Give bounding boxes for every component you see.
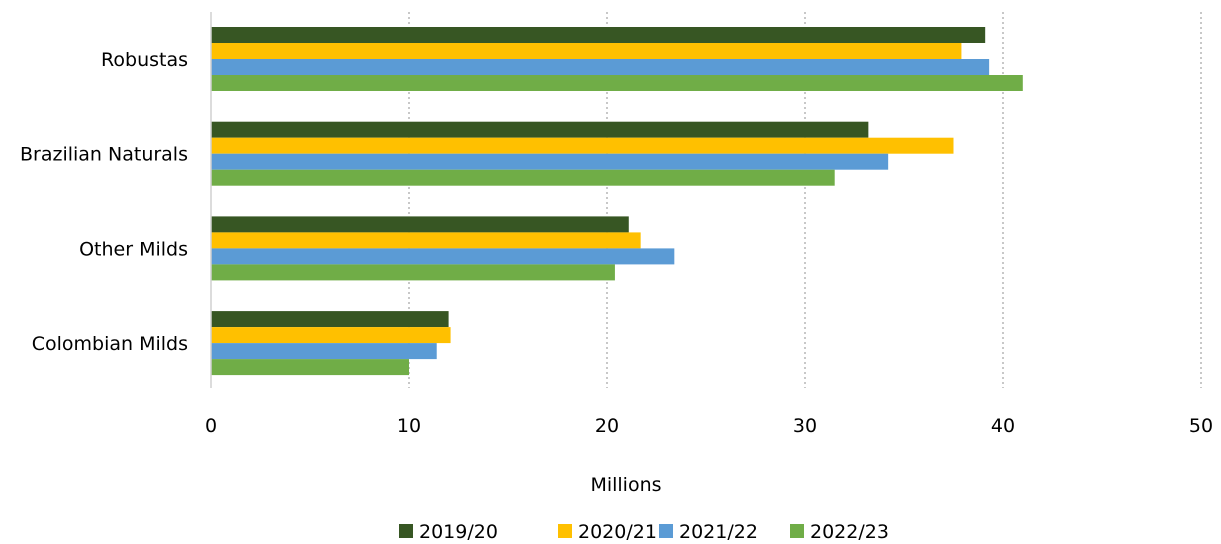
- bar: [211, 137, 954, 154]
- category-label: Robustas: [101, 49, 188, 71]
- bar: [211, 359, 409, 376]
- x-tick-label: 30: [793, 415, 817, 437]
- legend: 2019/20 2020/21 2021/22 2022/23: [399, 521, 889, 543]
- legend-label: 2021/22: [679, 521, 758, 543]
- bar: [211, 169, 835, 186]
- bar: [211, 43, 962, 59]
- bar: [211, 59, 990, 75]
- x-tick-label: 0: [205, 415, 217, 437]
- category-labels: Robustas Brazilian Naturals Other Milds Col…: [20, 49, 188, 355]
- category-label: Other Milds: [79, 238, 188, 260]
- bar: [211, 216, 629, 233]
- x-tick-labels: 0 10 20 30 40 50: [205, 415, 1213, 437]
- bar: [211, 343, 437, 360]
- x-axis-title: Millions: [590, 474, 661, 496]
- x-tick-label: 10: [397, 415, 421, 437]
- bar: [211, 232, 641, 249]
- bar: [211, 327, 451, 344]
- bar: [211, 311, 449, 328]
- legend-swatch: [790, 524, 804, 538]
- bar: [211, 121, 869, 138]
- x-tick-label: 50: [1189, 415, 1213, 437]
- legend-swatch: [659, 524, 673, 538]
- bar: [211, 153, 889, 170]
- legend-label: 2019/20: [419, 521, 498, 543]
- bar: [211, 248, 675, 265]
- category-label: Brazilian Naturals: [20, 144, 188, 166]
- legend-swatch: [558, 524, 572, 538]
- bar: [211, 75, 1023, 91]
- x-tick-label: 20: [595, 415, 619, 437]
- legend-label: 2020/21: [578, 521, 657, 543]
- bars: [211, 27, 1023, 376]
- bar: [211, 27, 986, 43]
- category-label: Colombian Milds: [32, 333, 188, 355]
- legend-label: 2022/23: [810, 521, 889, 543]
- bar: [211, 264, 615, 281]
- legend-swatch: [399, 524, 413, 538]
- x-tick-label: 40: [991, 415, 1015, 437]
